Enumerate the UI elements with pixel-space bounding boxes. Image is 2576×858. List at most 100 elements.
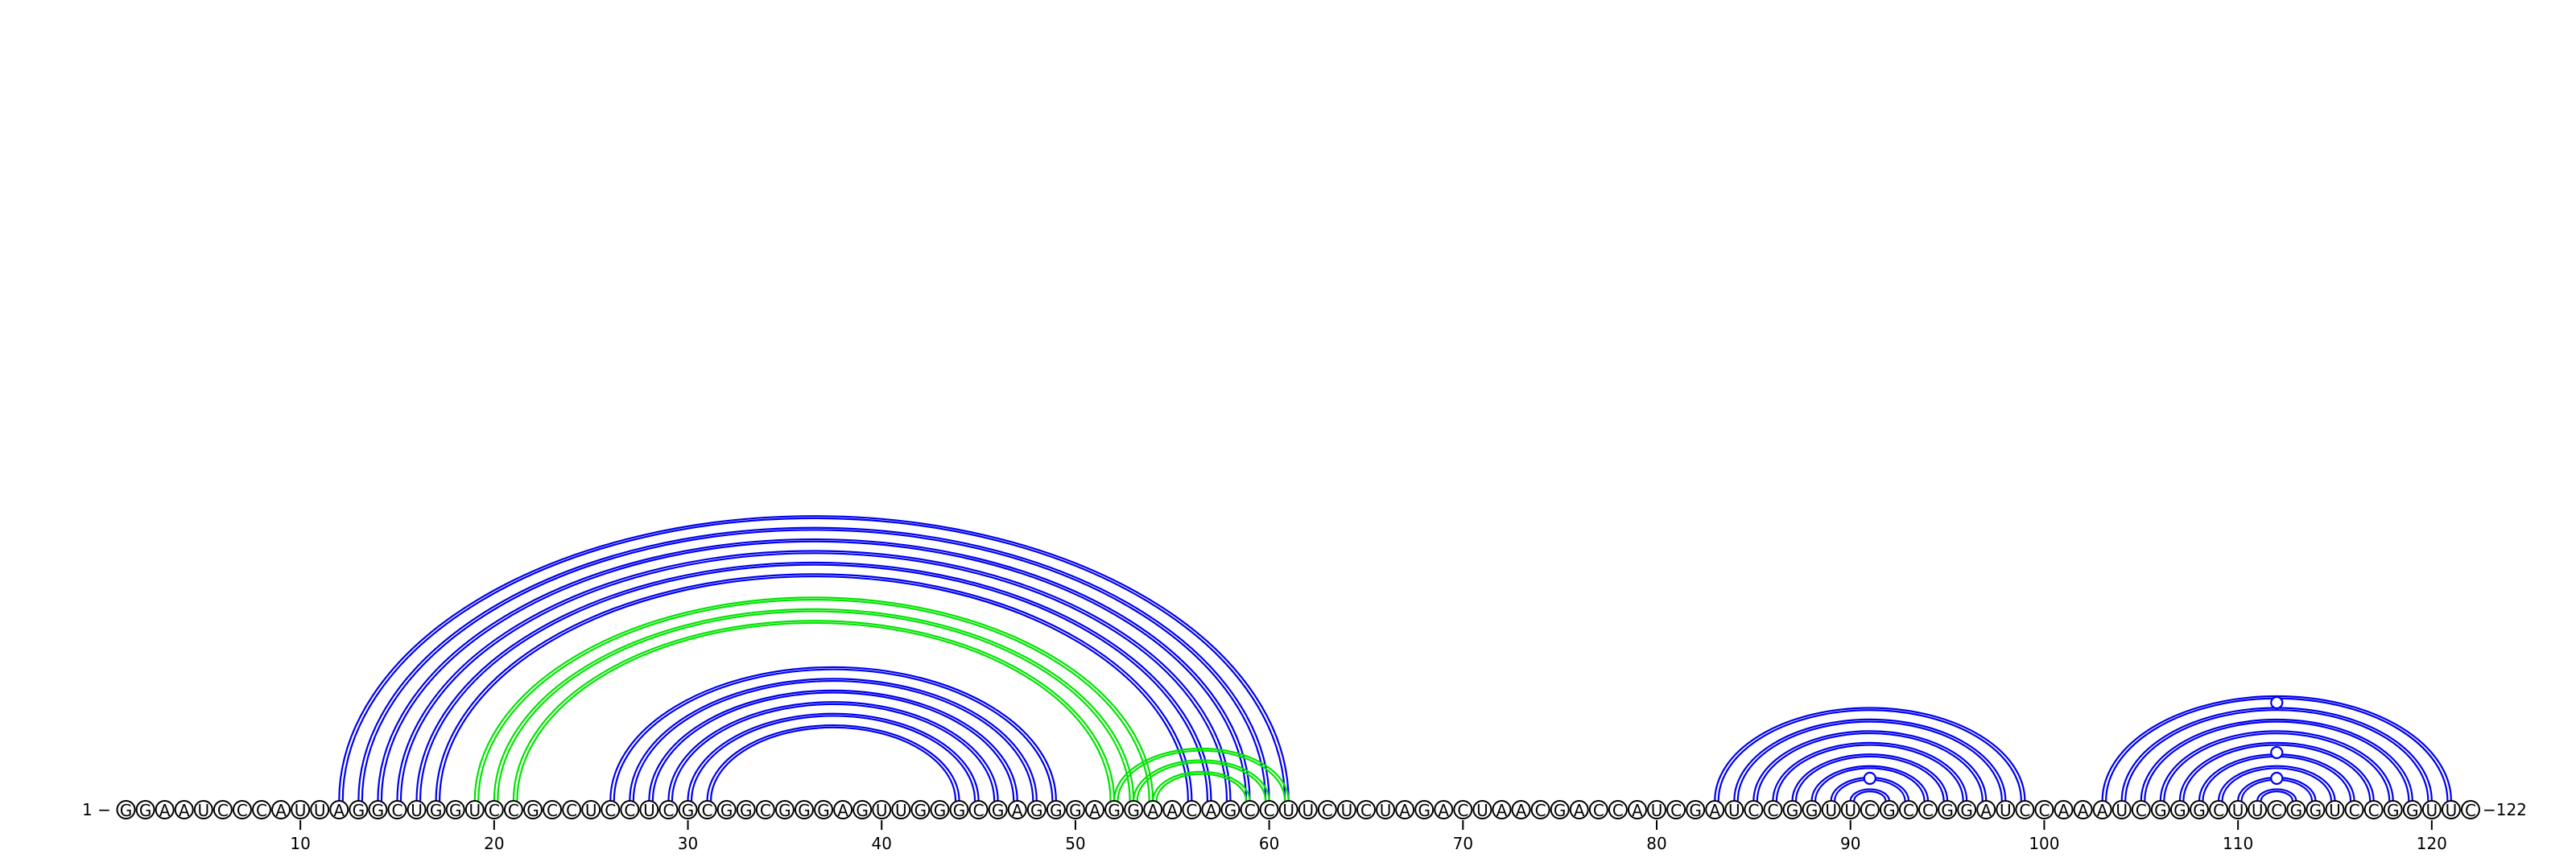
- nucleotide: G: [814, 800, 834, 820]
- nucleotide-circle: [2248, 800, 2268, 819]
- nucleotide-letter: C: [2213, 801, 2224, 820]
- nucleotide-letter: G: [1108, 801, 1121, 820]
- nucleotide-circle: [1201, 800, 1221, 819]
- nucleotide-circle: [1065, 800, 1085, 819]
- loop-markers: [1863, 695, 2284, 786]
- nucleotide: A: [1395, 800, 1415, 820]
- nucleotide: A: [2054, 800, 2074, 820]
- nucleotide-letter: U: [295, 801, 307, 820]
- base-pair-arc: [377, 538, 1251, 802]
- nucleotide-letter: U: [1844, 801, 1856, 820]
- nucleotide: C: [968, 800, 989, 820]
- nucleotide: U: [1724, 800, 1744, 820]
- nucleotide: G: [1686, 800, 1706, 820]
- nucleotide-circle: [1240, 800, 1260, 819]
- nucleotide-circle: [562, 800, 582, 819]
- nucleotide-circle: [1686, 800, 1706, 819]
- nucleotide-circle: [368, 800, 388, 819]
- nucleotide-circle: [329, 800, 349, 819]
- nucleotide-circle: [2363, 800, 2384, 819]
- base-pair-arcs: [338, 515, 2452, 802]
- nucleotide-circle: [1550, 800, 1570, 819]
- nucleotide-letter: C: [2465, 801, 2476, 820]
- nucleotide-circle: [2421, 800, 2442, 819]
- nucleotide: C: [2363, 800, 2384, 820]
- base-pair-arc: [1814, 767, 1926, 802]
- nucleotide-letter: U: [469, 801, 481, 820]
- nucleotide: G: [678, 800, 698, 820]
- nucleotide-letter: G: [430, 801, 443, 820]
- nucleotide-circle: [1879, 800, 1899, 819]
- nucleotide: U: [2228, 800, 2248, 820]
- base-pair-arc: [648, 689, 1018, 802]
- base-pair-arc: [1133, 759, 1270, 802]
- nucleotide: C: [1317, 800, 1337, 820]
- nucleotide-circle: [1938, 800, 1958, 819]
- nucleotide-circle: [271, 800, 291, 819]
- nucleotide-circle: [1434, 800, 1454, 819]
- nucleotide: G: [116, 800, 136, 820]
- nucleotide-letter: U: [1341, 801, 1353, 820]
- nucleotide: G: [774, 800, 795, 820]
- nucleotide-circle: [814, 800, 834, 819]
- base-pair-arc: [1853, 790, 1887, 802]
- base-pair-arc: [435, 573, 1193, 802]
- nucleotide: A: [1569, 800, 1589, 820]
- nucleotide-letter: U: [2329, 801, 2341, 820]
- nucleotide-letter: C: [391, 801, 402, 820]
- nucleotide-circle: [581, 800, 601, 819]
- base-pair-arc: [357, 526, 1270, 802]
- nucleotide: A: [1201, 800, 1221, 820]
- nucleotide-circle: [116, 800, 136, 819]
- nucleotide-letter: C: [605, 801, 616, 820]
- nucleotide-letter: U: [1825, 801, 1837, 820]
- nucleotide-circle: [1278, 800, 1298, 819]
- nucleotide-letter: C: [760, 801, 771, 820]
- base-pair-arc: [516, 621, 1112, 802]
- nucleotide: C: [1666, 800, 1686, 820]
- nucleotide-letter: C: [489, 801, 500, 820]
- nucleotide-letter: G: [992, 801, 1005, 820]
- nucleotide: U: [891, 800, 911, 820]
- nucleotide: C: [1898, 800, 1918, 820]
- nucleotide-circle: [1511, 800, 1531, 819]
- nucleotide-letter: U: [2252, 801, 2264, 820]
- base-pair-arc: [497, 610, 1131, 802]
- nucleotide-letter: G: [1418, 801, 1430, 820]
- nucleotide-letter: C: [624, 801, 635, 820]
- base-pair-arc: [396, 550, 1232, 802]
- nucleotide-letter: A: [275, 801, 287, 820]
- nucleotide-circle: [1336, 800, 1356, 819]
- nucleotide-letter: A: [2078, 801, 2089, 820]
- nucleotide: C: [620, 800, 640, 820]
- nucleotide: G: [2169, 800, 2190, 820]
- base-pair-arc: [1810, 765, 1930, 802]
- nucleotide: C: [601, 800, 621, 820]
- base-pair-arc: [609, 666, 1057, 802]
- nucleotide: C: [251, 800, 271, 820]
- nucleotide-letter: A: [179, 801, 190, 820]
- nucleotide-circle: [213, 800, 233, 819]
- nucleotide-circle: [1453, 800, 1473, 819]
- nucleotide-letter: G: [2406, 801, 2419, 820]
- nucleotide: A: [1492, 800, 1512, 820]
- nucleotide-letter: G: [372, 801, 385, 820]
- nucleotide: A: [1007, 800, 1027, 820]
- loop-ring-marker: [2270, 695, 2284, 710]
- nucleotide-letter: G: [740, 801, 753, 820]
- nucleotide: C: [484, 800, 504, 820]
- base-pair-arc: [1717, 709, 2022, 802]
- nucleotide-circle: [833, 800, 853, 819]
- base-pair-arc: [1775, 744, 1964, 802]
- nucleotide-circle: [872, 800, 892, 819]
- nucleotide: G: [910, 800, 931, 820]
- nucleotide-circle: [1376, 800, 1396, 819]
- nucleotide-letter: A: [1632, 801, 1643, 820]
- nucleotide: C: [2344, 800, 2364, 820]
- nucleotide: U: [2441, 800, 2461, 820]
- base-pair-arc: [2217, 765, 2336, 802]
- nucleotide-letter: G: [817, 801, 830, 820]
- nucleotide: U: [639, 800, 659, 820]
- nucleotide: C: [2015, 800, 2035, 820]
- nucleotide-letter: C: [1748, 801, 1759, 820]
